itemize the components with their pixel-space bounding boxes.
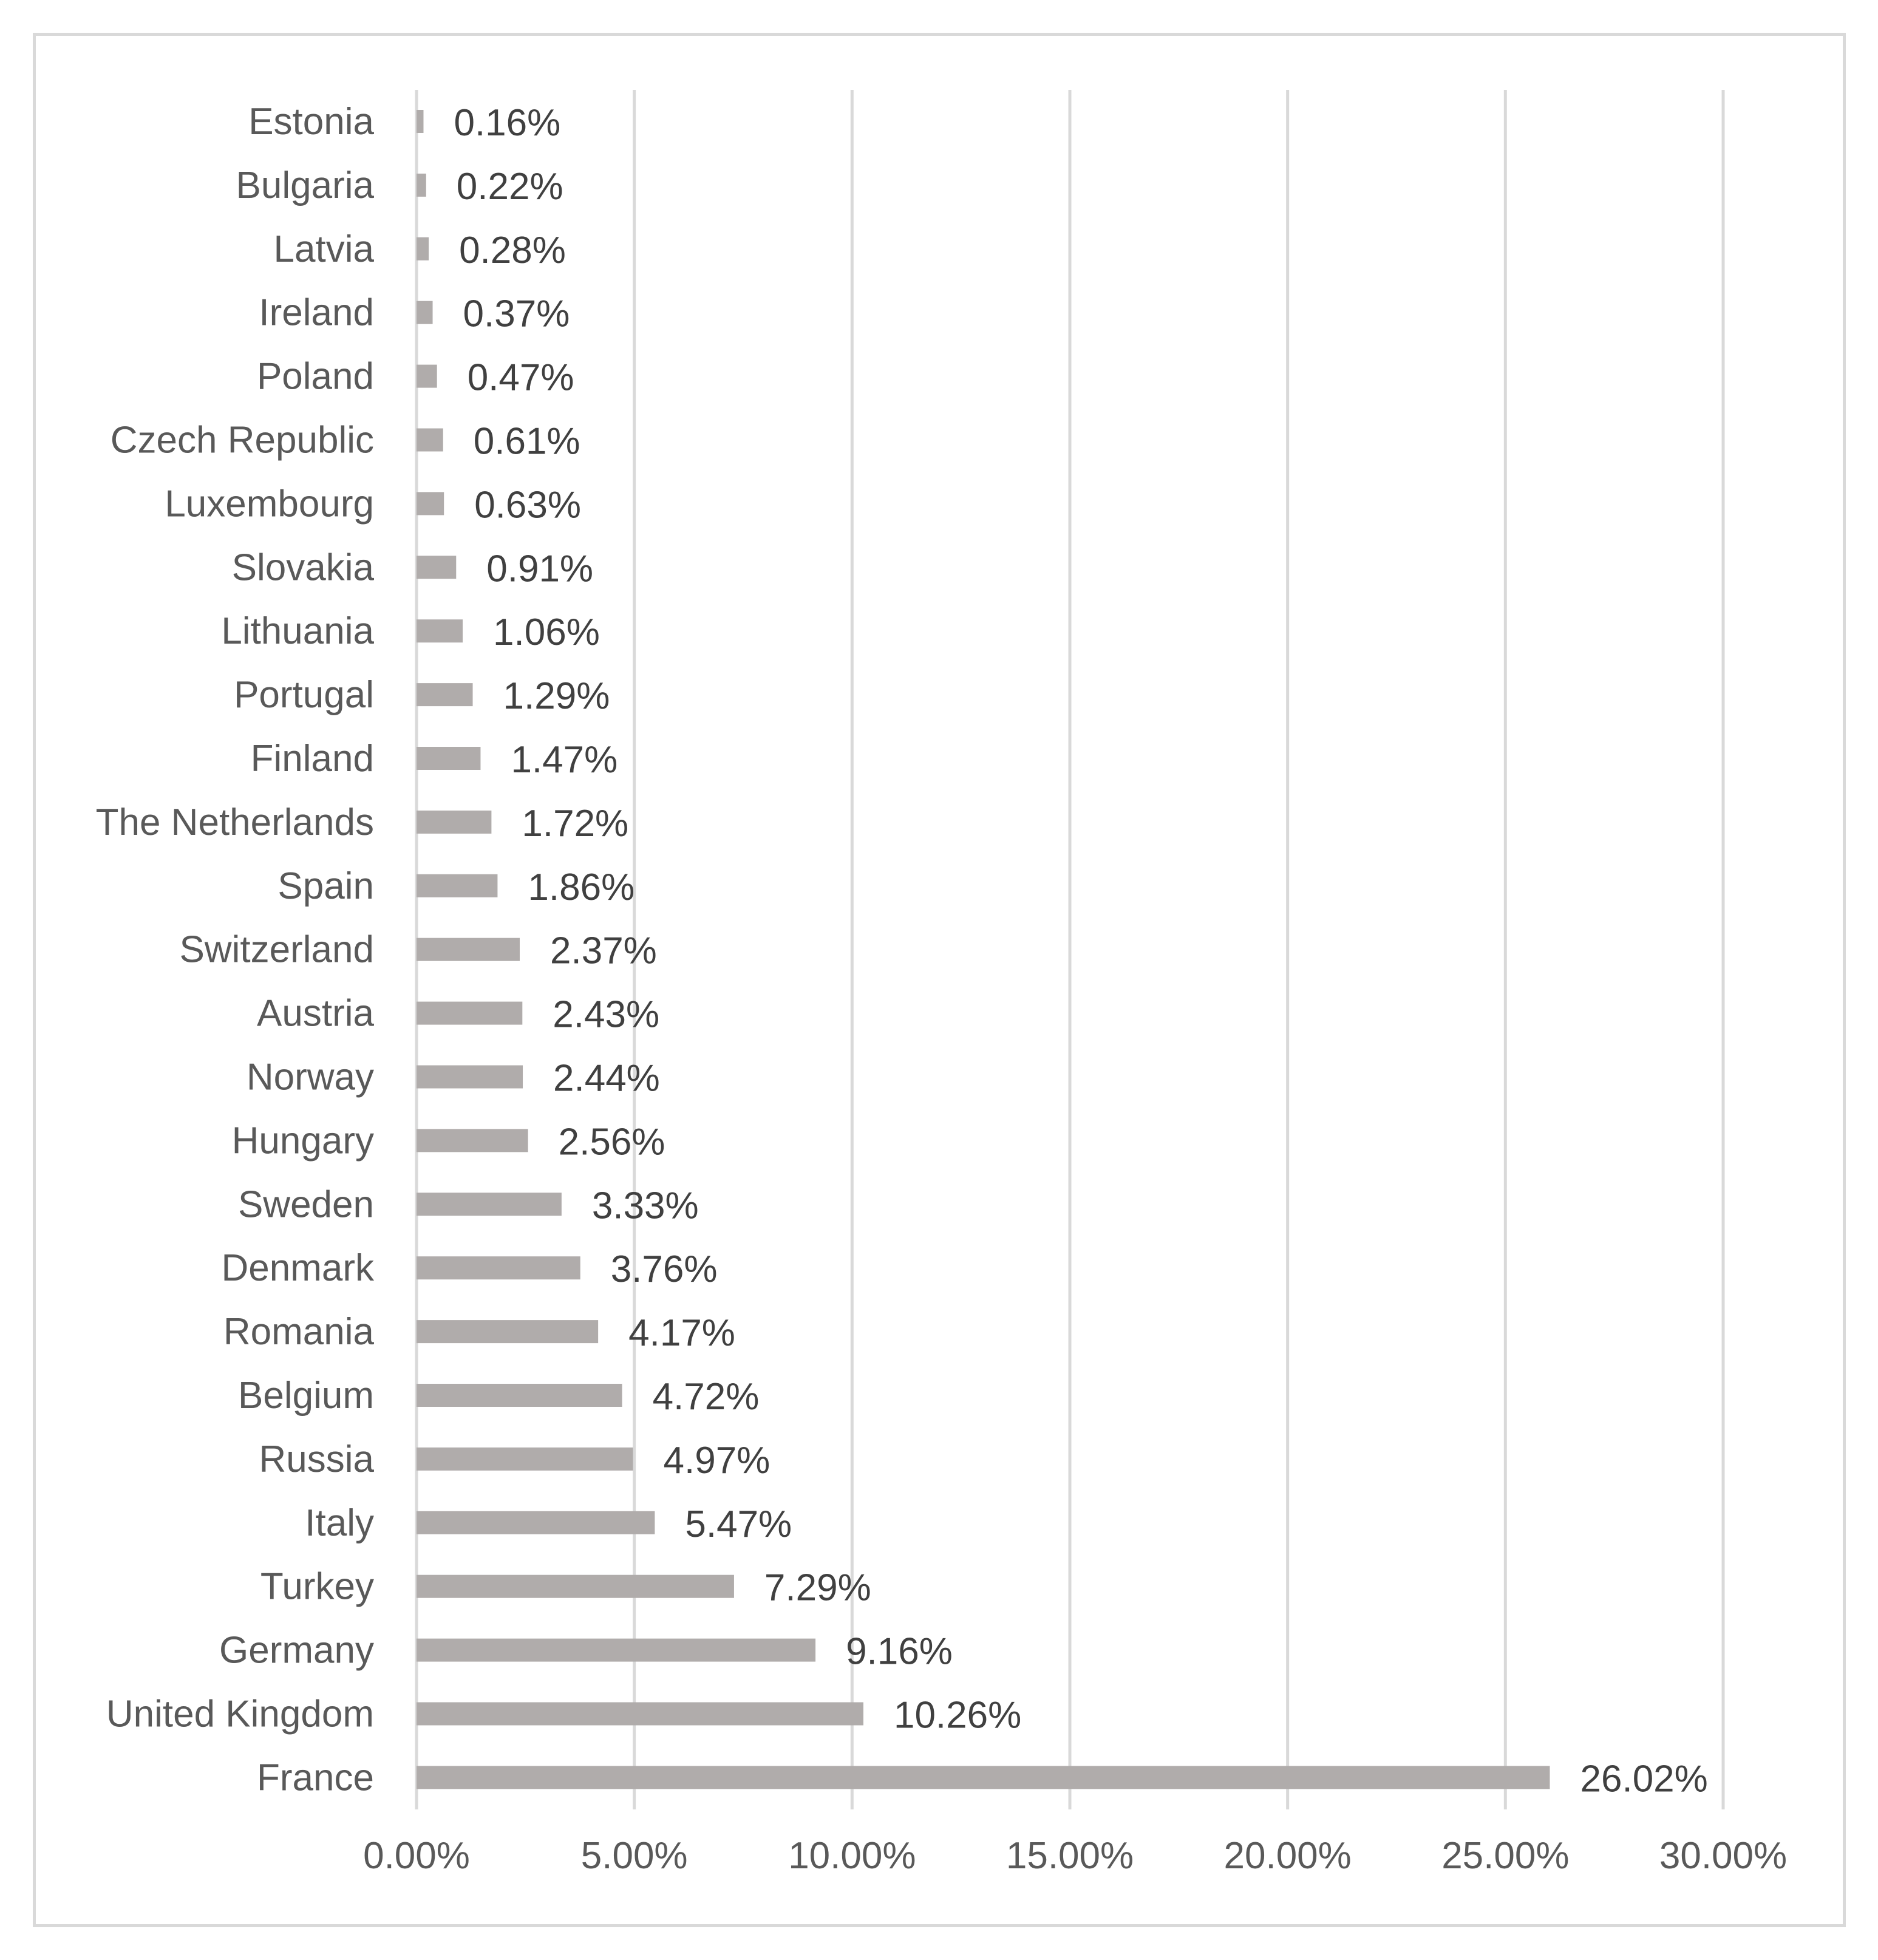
bar [417,1065,523,1089]
category-label: Czech Republic [111,420,374,461]
category-label: Bulgaria [236,165,375,206]
data-label: 0.91% [486,548,593,590]
bar [417,683,473,707]
category-label: France [257,1757,374,1798]
category-label: United Kingdom [106,1693,374,1735]
category-label: Hungary [232,1120,374,1162]
data-label: 0.28% [459,230,566,271]
bar [417,173,426,197]
category-label: Switzerland [180,929,374,971]
data-label: 1.29% [503,675,610,717]
bar [417,1574,734,1598]
x-tick-label: 10.00% [788,1835,916,1877]
category-label: Norway [247,1057,374,1098]
bar [417,1447,633,1471]
data-label: 1.47% [511,739,617,781]
category-label: Latvia [274,228,375,270]
bar [417,237,429,260]
category-label: Belgium [238,1375,374,1417]
data-labels: 0.16% 0.22% 0.28% 0.37% 0.47% 0.61% 0.63% 0.91%… [454,102,1707,1800]
category-label: The Netherlands [96,801,374,843]
category-labels: Estonia Bulgaria Latvia Ireland Poland Czech … [96,101,375,1798]
chart-frame [33,33,1846,1927]
data-label: 3.76% [611,1248,718,1290]
bar [417,1256,580,1280]
bar [417,110,424,133]
data-label: 4.72% [653,1376,760,1418]
bar [417,428,443,452]
data-label: 7.29% [764,1567,871,1609]
bars [417,110,1550,1789]
bar [417,364,437,388]
data-label: 4.17% [628,1312,735,1354]
data-label: 2.44% [553,1058,660,1100]
category-label: Finland [251,738,374,780]
category-label: Turkey [260,1566,374,1608]
category-label: Denmark [221,1247,375,1289]
category-label: Spain [277,865,374,907]
data-label: 0.22% [457,166,563,208]
category-label: Lithuania [221,610,374,652]
data-label: 26.02% [1580,1758,1708,1800]
bar [417,1511,655,1534]
data-label: 9.16% [846,1631,953,1673]
bar [417,874,498,897]
category-label: Russia [259,1438,374,1480]
data-label: 0.47% [468,357,574,399]
x-tick-label: 5.00% [581,1835,688,1877]
category-label: Poland [257,356,374,398]
x-tick-label: 0.00% [363,1835,470,1877]
data-label: 0.16% [454,102,560,144]
bar [417,937,520,961]
bar [417,1129,528,1152]
data-label: 0.63% [474,484,581,526]
category-label: Estonia [248,101,374,143]
category-label: Sweden [238,1183,374,1225]
x-axis-tick-labels: 0.00% 5.00% 10.00% 15.00% 20.00% 25.00% 30.00% [363,1835,1787,1877]
bar [417,747,481,770]
x-tick-label: 15.00% [1006,1835,1134,1877]
data-label: 1.06% [493,611,600,653]
bar [417,1001,523,1025]
data-label: 0.37% [463,293,570,335]
category-label: Germany [219,1630,374,1672]
category-label: Portugal [234,674,374,716]
data-label: 5.47% [685,1503,792,1545]
data-label: 1.86% [528,866,635,908]
data-label: 1.72% [522,803,628,845]
category-label: Austria [257,993,374,1035]
bar [417,1702,863,1726]
category-label: Italy [305,1502,374,1544]
bar [417,810,492,834]
bar [417,492,444,516]
category-label: Romania [223,1311,375,1353]
x-tick-label: 20.00% [1224,1835,1352,1877]
bar [417,1320,599,1344]
bar [417,1638,816,1662]
bar [417,1384,622,1407]
category-label: Slovakia [232,546,375,588]
category-label: Luxembourg [165,483,374,525]
bar [417,1193,562,1216]
bar [417,301,433,324]
category-label: Ireland [259,292,374,334]
x-tick-label: 30.00% [1659,1835,1787,1877]
bar [417,619,463,643]
x-tick-label: 25.00% [1441,1835,1569,1877]
data-label: 4.97% [664,1440,771,1482]
data-label: 10.26% [894,1695,1021,1737]
data-label: 2.37% [550,930,657,972]
data-label: 0.61% [474,421,580,463]
bar [417,1766,1550,1789]
data-label: 2.43% [553,994,659,1036]
data-label: 3.33% [592,1185,699,1227]
data-label: 2.56% [559,1121,665,1163]
bar [417,556,457,579]
